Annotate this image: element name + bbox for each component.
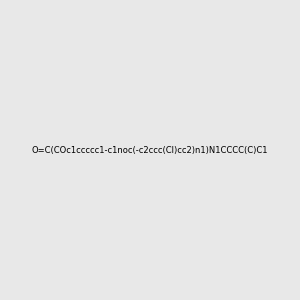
Text: O=C(COc1ccccc1-c1noc(-c2ccc(Cl)cc2)n1)N1CCCC(C)C1: O=C(COc1ccccc1-c1noc(-c2ccc(Cl)cc2)n1)N1… <box>32 146 268 154</box>
